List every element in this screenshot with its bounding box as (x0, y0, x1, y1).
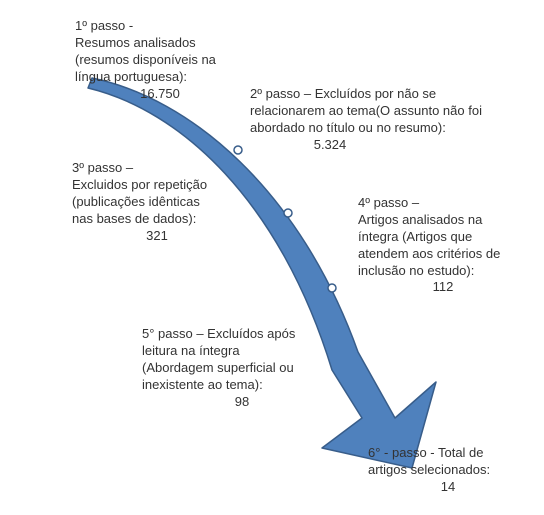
step-5-desc-l3: inexistente ao tema): (142, 377, 342, 394)
step-4-desc-l1: Artigos analisados na (358, 212, 528, 229)
step-3-value: 321 (72, 228, 242, 245)
step-3-title: 3º passo – (72, 160, 242, 177)
step-2-desc-l1: relacionarem ao tema(O assunto não foi (250, 103, 510, 120)
progress-dot-3 (328, 284, 336, 292)
step-2-title: 2º passo – Excluídos por não se (250, 86, 510, 103)
step-1-value: 16.750 (75, 86, 245, 103)
step-4-title: 4º passo – (358, 195, 528, 212)
step-2-value: 5.324 (250, 137, 410, 154)
step-2: 2º passo – Excluídos por não se relacion… (250, 86, 510, 154)
step-1-desc-l3: língua portuguesa): (75, 69, 245, 86)
step-6-desc-l1: artigos selecionados: (368, 462, 528, 479)
step-1-desc-l2: (resumos disponíveis na (75, 52, 245, 69)
step-4: 4º passo – Artigos analisados na íntegra… (358, 195, 528, 296)
step-6-value: 14 (368, 479, 528, 496)
step-1-title: 1º passo - (75, 18, 245, 35)
step-1: 1º passo - Resumos analisados (resumos d… (75, 18, 245, 102)
step-6-title: 6° - passo - Total de (368, 445, 528, 462)
step-3-desc-l2: (publicações idênticas (72, 194, 242, 211)
step-4-desc-l3: atendem aos critérios de (358, 246, 528, 263)
step-5-desc-l1: leitura na íntegra (142, 343, 342, 360)
step-2-desc-l2: abordado no título ou no resumo): (250, 120, 510, 137)
progress-dot-1 (234, 146, 242, 154)
progress-dot-2 (284, 209, 292, 217)
step-5-value: 98 (142, 394, 342, 411)
step-4-value: 112 (358, 279, 528, 296)
step-4-desc-l4: inclusão no estudo): (358, 263, 528, 280)
step-5-desc-l2: (Abordagem superficial ou (142, 360, 342, 377)
step-6: 6° - passo - Total de artigos selecionad… (368, 445, 528, 496)
step-5: 5° passo – Excluídos após leitura na ínt… (142, 326, 342, 410)
step-3: 3º passo – Excluidos por repetição (publ… (72, 160, 242, 244)
step-5-title: 5° passo – Excluídos após (142, 326, 342, 343)
step-3-desc-l1: Excluidos por repetição (72, 177, 242, 194)
step-4-desc-l2: íntegra (Artigos que (358, 229, 528, 246)
diagram-stage: 1º passo - Resumos analisados (resumos d… (0, 0, 544, 515)
step-3-desc-l3: nas bases de dados): (72, 211, 242, 228)
step-1-desc-l1: Resumos analisados (75, 35, 245, 52)
